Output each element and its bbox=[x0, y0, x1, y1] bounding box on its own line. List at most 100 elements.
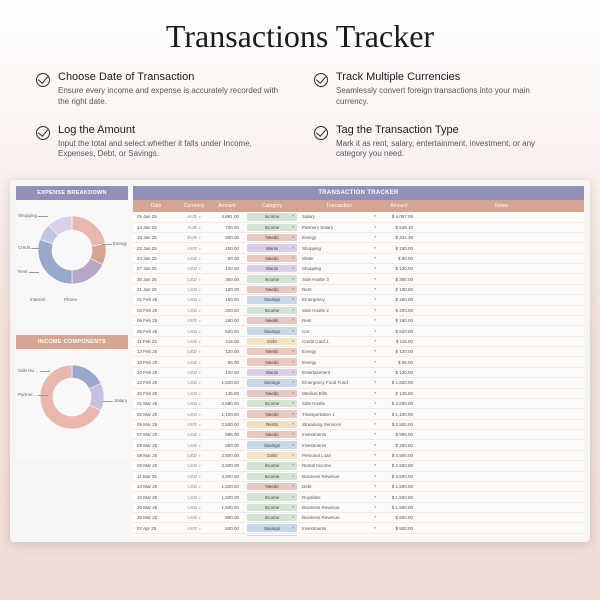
cell-amount[interactable]: 1,100.00 bbox=[209, 409, 245, 418]
cell-category[interactable]: Income bbox=[247, 400, 297, 407]
cell-notes[interactable] bbox=[419, 399, 584, 408]
cell-date[interactable]: 26 Feb 25 bbox=[133, 389, 179, 398]
cell-category[interactable]: Savings bbox=[247, 379, 297, 386]
cell-currency[interactable]: USD▾ bbox=[179, 440, 209, 449]
cell-transaction[interactable]: Energy bbox=[299, 347, 379, 356]
cell-date[interactable]: 08 Mar 25 bbox=[133, 440, 179, 449]
cell-notes[interactable] bbox=[419, 430, 584, 439]
table-row[interactable]: 08 Mar 25USD▾250.00SavingsInvestments$ 2… bbox=[133, 440, 584, 450]
cell-amount[interactable]: 520.00 bbox=[209, 326, 245, 335]
cell-amount[interactable]: 116.00 bbox=[209, 337, 245, 346]
cell-amount[interactable]: 1,500.00 bbox=[209, 492, 245, 501]
cell-amount-converted[interactable]: $ 50.00 bbox=[379, 534, 419, 536]
cell-amount-converted[interactable]: $ 549.10 bbox=[379, 223, 419, 232]
table-row[interactable]: 22 Feb 25USD▾1,820.00SavingsEmergency Fo… bbox=[133, 378, 584, 388]
cell-amount-converted[interactable]: $ 2,690.00 bbox=[379, 399, 419, 408]
cell-currency[interactable]: AUD▾ bbox=[179, 223, 209, 232]
cell-category[interactable]: Needs bbox=[247, 317, 297, 324]
cell-amount[interactable]: 2,500.00 bbox=[209, 472, 245, 481]
cell-notes[interactable] bbox=[419, 233, 584, 242]
cell-amount[interactable]: 190.00 bbox=[209, 316, 245, 325]
cell-date[interactable]: 24 Jan 25 bbox=[133, 254, 179, 263]
cell-amount[interactable]: 90.00 bbox=[209, 254, 245, 263]
cell-amount-converted[interactable]: $ 160.00 bbox=[379, 295, 419, 304]
table-row[interactable]: 09 Mar 25USD▾2,500.00IncomeRental Income… bbox=[133, 461, 584, 471]
cell-currency[interactable]: USD▾ bbox=[179, 378, 209, 387]
cell-date[interactable]: 09 Mar 25 bbox=[133, 461, 179, 470]
cell-amount-converted[interactable]: $ 190.00 bbox=[379, 316, 419, 325]
cell-currency[interactable]: USD▾ bbox=[179, 357, 209, 366]
cell-amount-converted[interactable]: $ 360.00 bbox=[379, 274, 419, 283]
cell-amount-converted[interactable]: $ 500.00 bbox=[379, 523, 419, 532]
cell-amount-converted[interactable]: $ 200.00 bbox=[379, 306, 419, 315]
cell-notes[interactable] bbox=[419, 368, 584, 377]
cell-category[interactable]: Income bbox=[247, 275, 297, 282]
cell-category[interactable]: Needs bbox=[247, 390, 297, 397]
cell-notes[interactable] bbox=[419, 472, 584, 481]
cell-category[interactable]: Income bbox=[247, 307, 297, 314]
cell-date[interactable]: 07 Mar 25 bbox=[133, 430, 179, 439]
cell-amount-converted[interactable]: $ 2,500.00 bbox=[379, 472, 419, 481]
cell-amount[interactable]: 2,690.00 bbox=[209, 399, 245, 408]
table-row[interactable]: 06 Feb 25USD▾520.00SavingsCar$ 520.00 bbox=[133, 326, 584, 336]
cell-currency[interactable]: USD▾ bbox=[179, 461, 209, 470]
col-header[interactable]: Notes bbox=[419, 200, 584, 212]
cell-amount[interactable]: 135.00 bbox=[209, 389, 245, 398]
cell-transaction[interactable]: Business Revenue bbox=[299, 472, 379, 481]
cell-category[interactable]: Debt bbox=[247, 338, 297, 345]
cell-transaction[interactable]: Emergency bbox=[299, 295, 379, 304]
cell-amount[interactable]: 250.00 bbox=[209, 440, 245, 449]
cell-notes[interactable] bbox=[419, 440, 584, 449]
cell-amount[interactable]: 150.00 bbox=[209, 243, 245, 252]
cell-transaction[interactable]: Credit Card 1 bbox=[299, 337, 379, 346]
cell-category[interactable]: Savings bbox=[247, 327, 297, 334]
cell-date[interactable]: 07 Apr 25 bbox=[133, 523, 179, 532]
cell-transaction[interactable]: Education bbox=[299, 534, 379, 536]
cell-transaction[interactable]: Personal Loan bbox=[299, 451, 379, 460]
cell-notes[interactable] bbox=[419, 285, 584, 294]
cell-notes[interactable] bbox=[419, 347, 584, 356]
cell-currency[interactable]: USD▾ bbox=[179, 306, 209, 315]
cell-transaction[interactable]: Emergency Food Fund bbox=[299, 378, 379, 387]
table-row[interactable]: 24 Jan 25USD▾90.00NeedsWater$ 90.00 bbox=[133, 254, 584, 264]
table-row[interactable]: 20 Mar 25USD▾1,500.00IncomeBusiness Reve… bbox=[133, 503, 584, 513]
cell-notes[interactable] bbox=[419, 534, 584, 536]
cell-notes[interactable] bbox=[419, 326, 584, 335]
cell-currency[interactable]: USD▾ bbox=[179, 482, 209, 491]
cell-currency[interactable]: USD▾ bbox=[179, 285, 209, 294]
cell-amount-converted[interactable]: $ 520.00 bbox=[379, 326, 419, 335]
cell-date[interactable]: 22 Jan 25 bbox=[133, 243, 179, 252]
cell-amount-converted[interactable]: $ 4,097.06 bbox=[379, 212, 419, 221]
cell-transaction[interactable]: Rent bbox=[299, 285, 379, 294]
cell-currency[interactable]: USD▾ bbox=[179, 430, 209, 439]
cell-date[interactable]: 20 Feb 25 bbox=[133, 368, 179, 377]
cell-notes[interactable] bbox=[419, 482, 584, 491]
cell-category[interactable]: Income bbox=[247, 473, 297, 480]
col-header[interactable]: Currency bbox=[179, 200, 209, 212]
cell-notes[interactable] bbox=[419, 254, 584, 263]
cell-currency[interactable]: USD▾ bbox=[179, 337, 209, 346]
cell-currency[interactable]: EUR▾ bbox=[179, 233, 209, 242]
cell-notes[interactable] bbox=[419, 212, 584, 221]
cell-amount[interactable]: 1,500.00 bbox=[209, 482, 245, 491]
cell-date[interactable]: 19 Jan 25 bbox=[133, 233, 179, 242]
cell-amount[interactable]: 50.00 bbox=[209, 534, 245, 536]
table-row[interactable]: 08 Apr 25USD▾50.00WantsEducation$ 50.00 bbox=[133, 534, 584, 536]
table-row[interactable]: 30 Jan 25USD▾360.00IncomeSide Hustle 3$ … bbox=[133, 274, 584, 284]
cell-amount[interactable]: 300.00 bbox=[209, 233, 245, 242]
cell-date[interactable]: 05 Mar 25 bbox=[133, 420, 179, 429]
cell-currency[interactable]: USD▾ bbox=[179, 368, 209, 377]
cell-category[interactable]: Needs bbox=[247, 483, 297, 490]
cell-currency[interactable]: USD▾ bbox=[179, 389, 209, 398]
cell-category[interactable]: Income bbox=[247, 462, 297, 469]
cell-notes[interactable] bbox=[419, 378, 584, 387]
cell-notes[interactable] bbox=[419, 492, 584, 501]
col-header[interactable]: Amount bbox=[209, 200, 245, 212]
cell-amount-converted[interactable]: $ 120.00 bbox=[379, 264, 419, 273]
cell-amount-converted[interactable]: $ 150.00 bbox=[379, 243, 419, 252]
cell-transaction[interactable]: Entertainment bbox=[299, 368, 379, 377]
cell-category[interactable]: Income bbox=[247, 504, 297, 511]
cell-amount[interactable]: 180.00 bbox=[209, 285, 245, 294]
cell-amount[interactable]: 500.00 bbox=[209, 523, 245, 532]
cell-amount[interactable]: 120.00 bbox=[209, 347, 245, 356]
